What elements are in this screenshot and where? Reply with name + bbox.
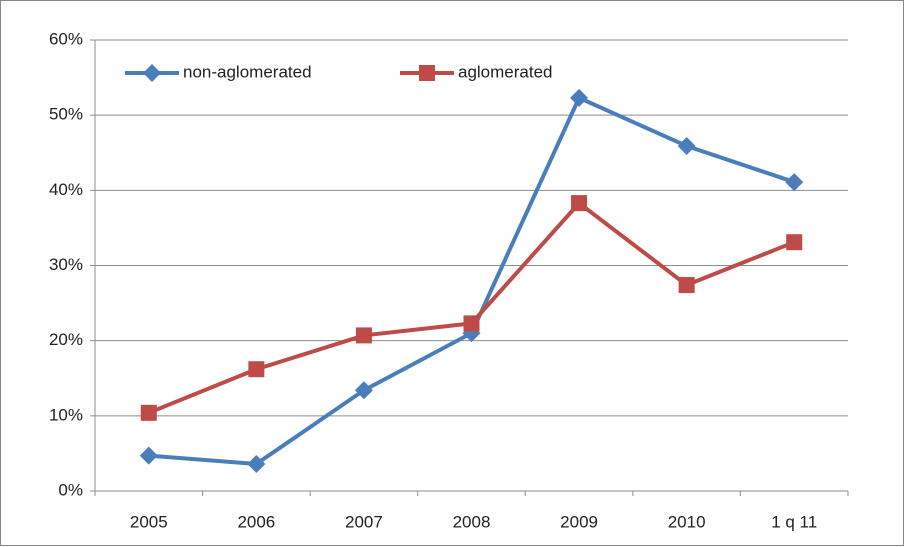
- y-tick-label: 50%: [49, 105, 83, 124]
- y-tick-label: 30%: [49, 255, 83, 274]
- legend-label: non-aglomerated: [183, 62, 312, 81]
- y-tick-label: 40%: [49, 180, 83, 199]
- x-tick-label: 2006: [237, 512, 275, 531]
- x-tick-label: 2008: [453, 512, 491, 531]
- marker: [786, 234, 803, 251]
- marker: [463, 315, 480, 332]
- legend-label: aglomerated: [458, 62, 553, 81]
- marker: [355, 327, 372, 344]
- marker: [248, 361, 265, 378]
- y-tick-label: 0%: [58, 480, 83, 499]
- marker: [785, 173, 804, 192]
- marker: [678, 277, 695, 294]
- marker: [139, 446, 158, 465]
- y-tick-label: 20%: [49, 330, 83, 349]
- marker: [140, 404, 157, 421]
- marker: [677, 136, 696, 155]
- y-tick-label: 60%: [49, 29, 83, 48]
- x-tick-label: 2009: [560, 512, 598, 531]
- marker: [354, 381, 373, 400]
- x-tick-label: 2010: [668, 512, 706, 531]
- x-tick-label: 2007: [345, 512, 383, 531]
- marker: [247, 454, 266, 473]
- marker: [571, 195, 588, 212]
- legend-marker: [419, 65, 435, 81]
- legend-marker: [143, 64, 161, 82]
- y-tick-label: 10%: [49, 405, 83, 424]
- marker: [570, 88, 589, 107]
- x-tick-label: 2005: [130, 512, 168, 531]
- x-tick-label: 1 q 11: [771, 512, 817, 531]
